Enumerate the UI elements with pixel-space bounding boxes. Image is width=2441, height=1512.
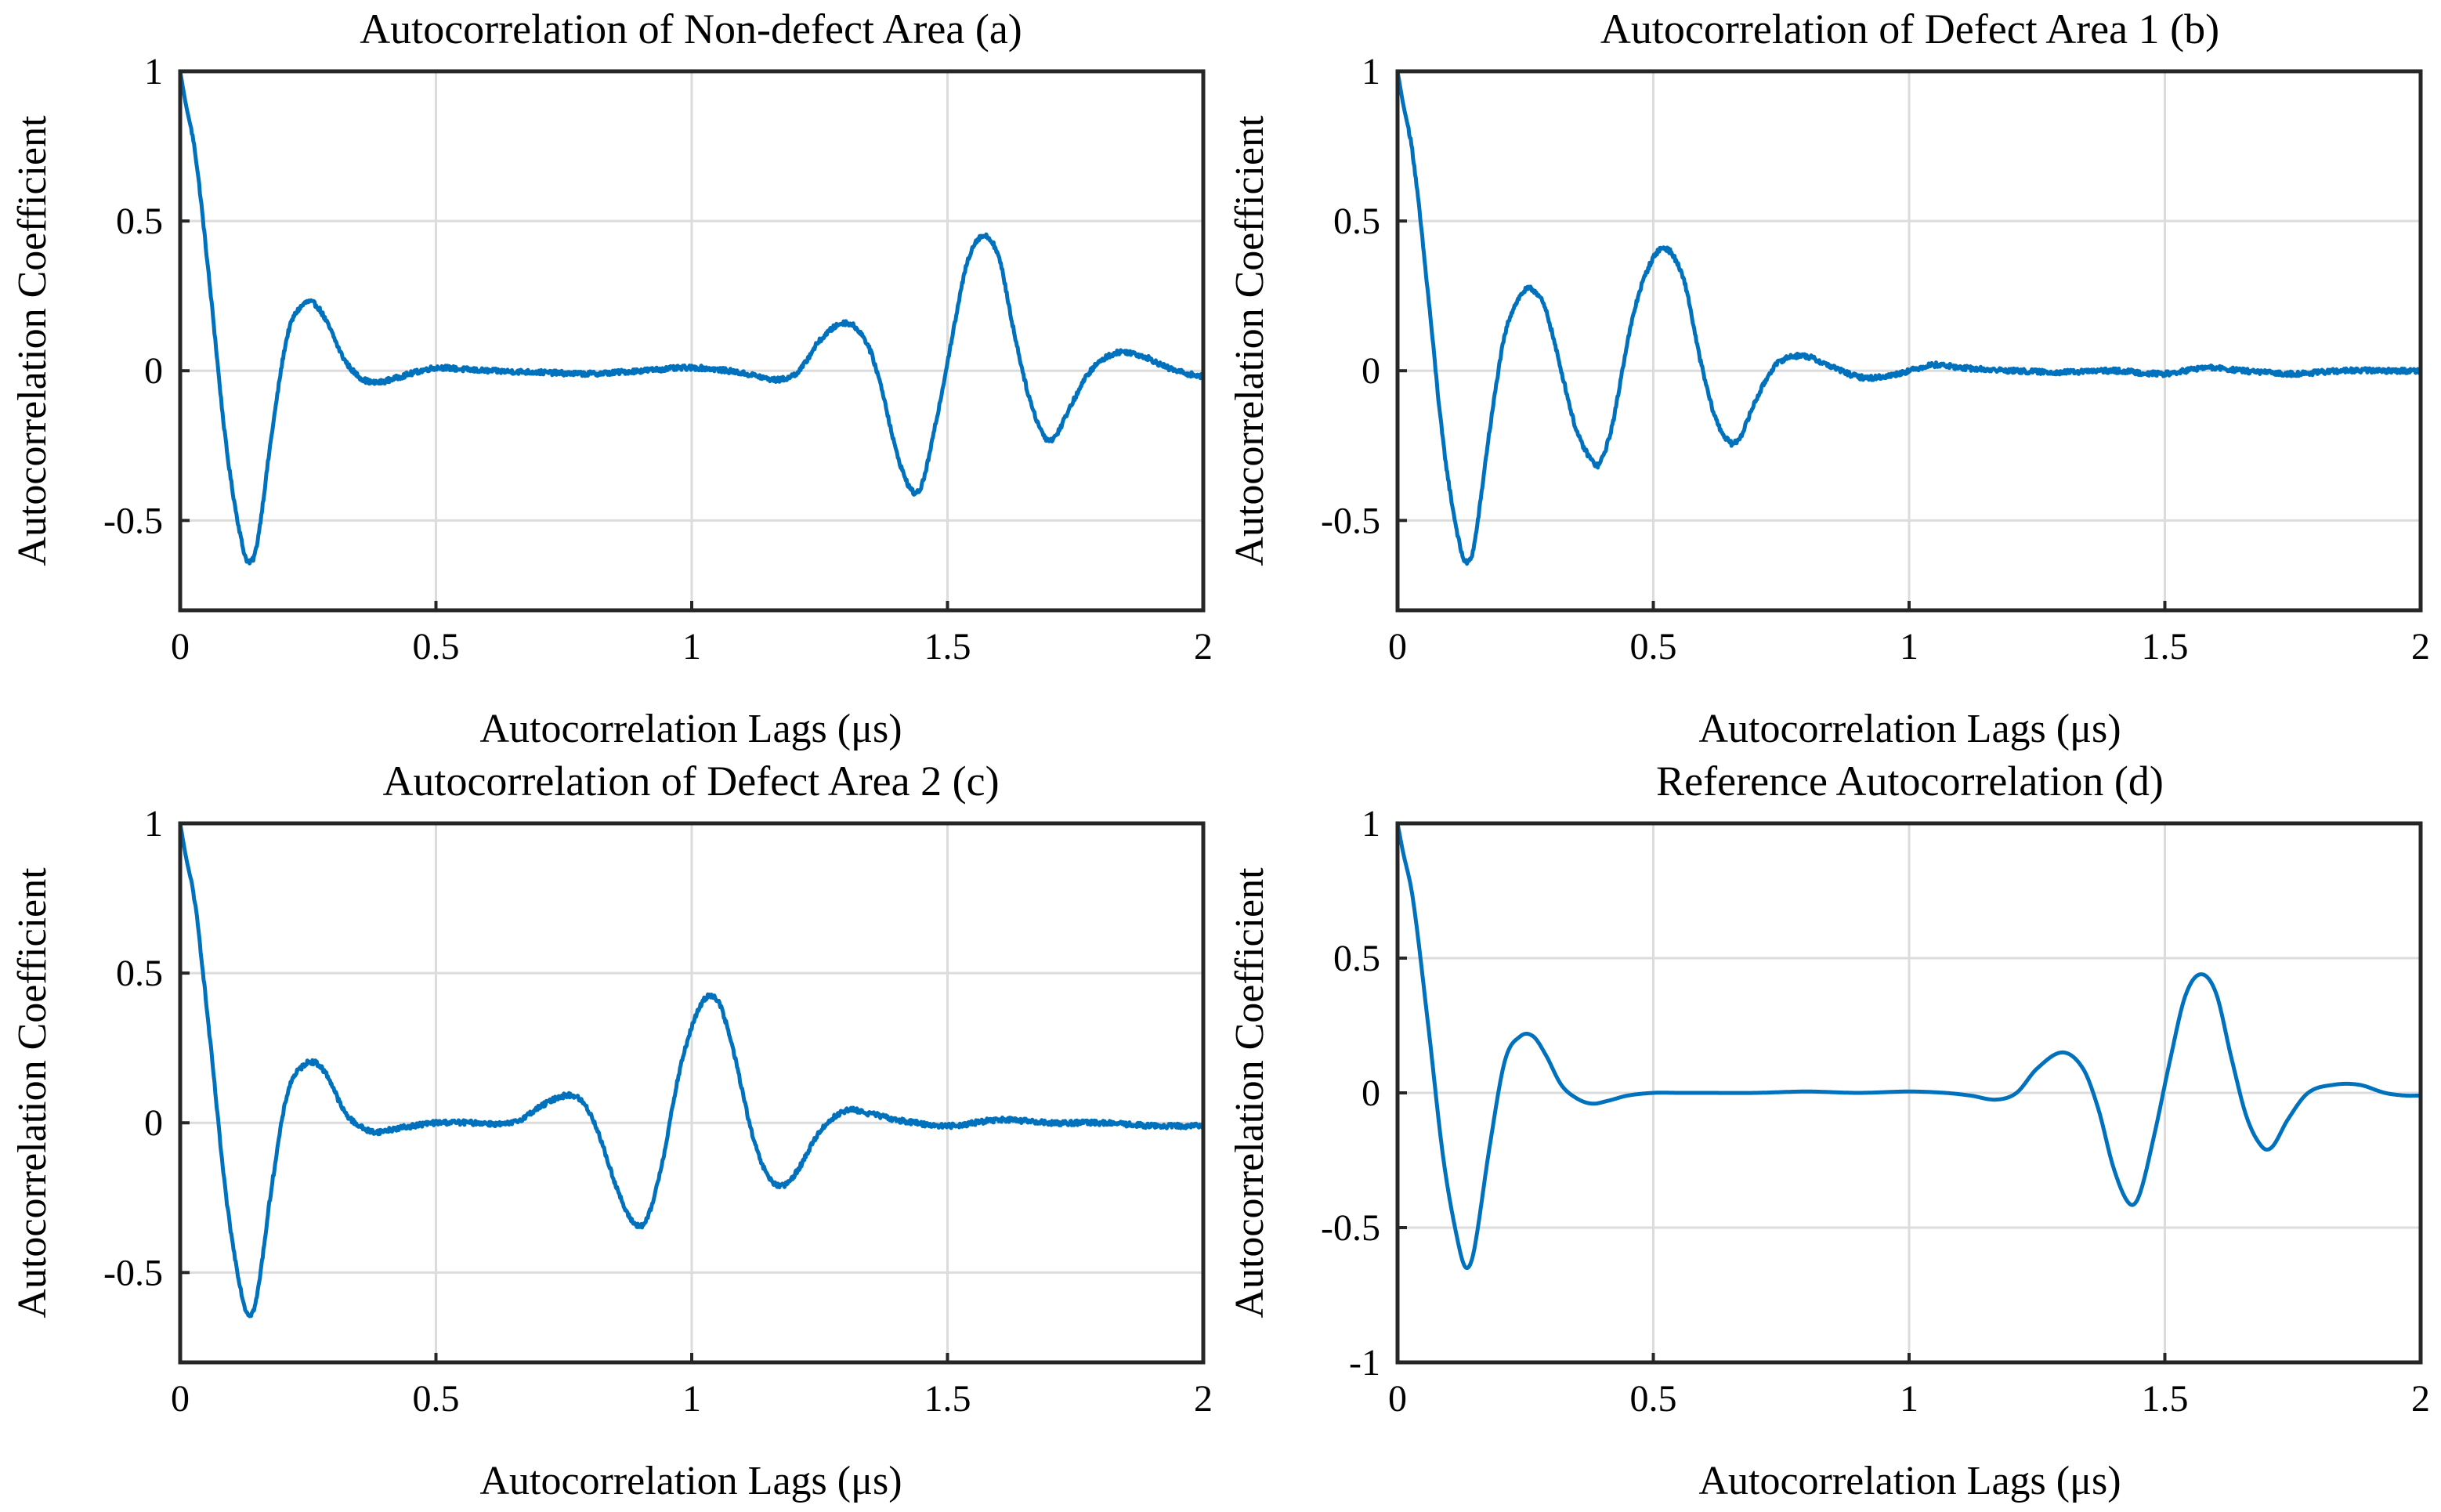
y-tick-label: -1 [1349,1342,1380,1384]
panel-b-ylabel: Autocorrelation Coefficient [1228,115,1272,566]
panel-a-xlabel: Autocorrelation Lags (μs) [479,707,902,751]
x-tick-label: 0.5 [413,626,460,667]
panel-b-grid [1398,71,2421,610]
panel-c-xlabel: Autocorrelation Lags (μs) [479,1459,902,1503]
panel-c: Autocorrelation of Defect Area 2 (c) 0 0.… [10,758,1213,1503]
panel-b-ticks: 0 0.5 1 1.5 2 -0.5 0 0.5 1 [1321,51,2430,667]
panel-d-series [1395,823,2422,1271]
x-tick-label: 2 [2411,1378,2430,1420]
y-tick-label: 0.5 [1333,938,1380,979]
y-tick-label: 0.5 [1333,201,1380,242]
series-line [178,71,1205,566]
x-tick-label: 2 [1194,626,1213,667]
x-tick-label: 1.5 [924,1378,971,1420]
x-tick-label: 0 [1388,626,1407,667]
x-tick-label: 1.5 [924,626,971,667]
panel-b-series [1395,71,2423,566]
y-tick-label: -0.5 [1321,1207,1380,1249]
x-tick-label: 1 [1900,1378,1918,1420]
x-tick-label: 0.5 [413,1378,460,1420]
panel-b-title: Autocorrelation of Defect Area 1 (b) [1600,5,2219,52]
x-tick-label: 0.5 [1630,1378,1677,1420]
x-tick-label: 0 [171,626,190,667]
x-tick-label: 2 [1194,1378,1213,1420]
y-tick-label: -0.5 [1321,500,1380,541]
y-tick-label: 0 [1362,1073,1380,1114]
panel-b: Autocorrelation of Defect Area 1 (b) 0 0.… [1228,5,2430,751]
panel-a: Autocorrelation of Non-defect Area (a) 0… [10,5,1213,751]
x-tick-label: 0.5 [1630,626,1677,667]
x-tick-label: 0 [171,1378,190,1420]
panel-a-ylabel: Autocorrelation Coefficient [10,115,55,566]
panel-d: Reference Autocorrelation (d) 0 0.5 1 1.5 2 -… [1228,758,2430,1503]
y-tick-label: 0 [1362,350,1380,392]
panel-c-ticks: 0 0.5 1 1.5 2 -0.5 0 0.5 1 [103,803,1213,1420]
series-line [1395,823,2422,1271]
x-tick-label: 1 [682,1378,701,1420]
series-line [178,823,1206,1318]
x-tick-label: 1.5 [2142,626,2189,667]
x-tick-label: 1 [1900,626,1918,667]
panel-c-title: Autocorrelation of Defect Area 2 (c) [382,758,999,805]
panel-a-ticks: 0 0.5 1 1.5 2 -0.5 0 0.5 1 [103,51,1213,667]
x-tick-label: 1.5 [2142,1378,2189,1420]
y-tick-label: 0.5 [116,201,163,242]
y-tick-label: 1 [1362,803,1380,845]
panel-a-series [178,71,1205,566]
y-tick-label: 1 [144,51,163,92]
y-tick-label: -0.5 [103,500,163,541]
x-tick-label: 0 [1388,1378,1407,1420]
panel-d-ylabel: Autocorrelation Coefficient [1228,867,1272,1318]
panel-a-title: Autocorrelation of Non-defect Area (a) [360,5,1022,52]
y-tick-label: 0 [144,1102,163,1144]
y-tick-label: 1 [1362,51,1380,92]
y-tick-label: 1 [144,803,163,845]
series-line [1395,71,2423,566]
panel-d-xlabel: Autocorrelation Lags (μs) [1698,1459,2121,1503]
panel-d-title: Reference Autocorrelation (d) [1656,758,2164,805]
y-tick-label: 0 [144,350,163,392]
x-tick-label: 2 [2411,626,2430,667]
y-tick-label: -0.5 [103,1252,163,1293]
panel-c-series [178,823,1206,1318]
panel-d-ticks: 0 0.5 1 1.5 2 -1 -0.5 0 0.5 1 [1321,803,2430,1420]
panel-b-xlabel: Autocorrelation Lags (μs) [1698,707,2121,751]
panel-c-ylabel: Autocorrelation Coefficient [10,867,55,1318]
x-tick-label: 1 [682,626,701,667]
y-tick-label: 0.5 [116,953,163,994]
